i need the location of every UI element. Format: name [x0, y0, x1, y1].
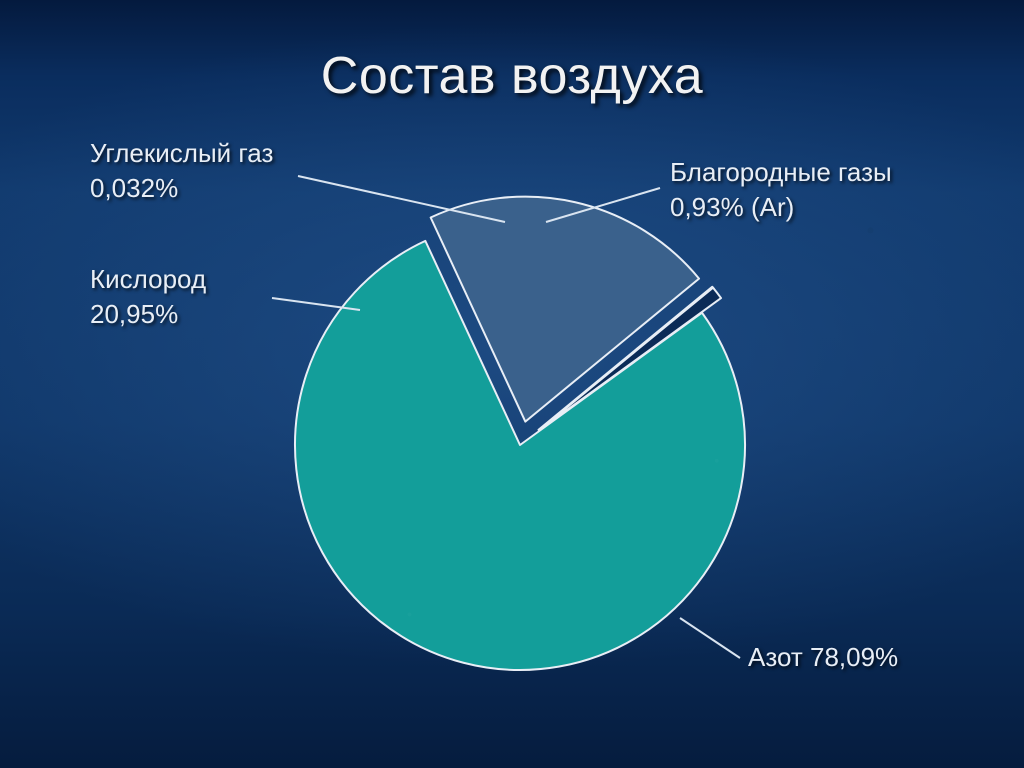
label-value: 20,95% — [90, 299, 178, 329]
leader-carbon_dioxide — [298, 176, 505, 222]
label-value: 0,93% (Ar) — [670, 192, 794, 222]
slide-title: Состав воздуха — [0, 46, 1024, 106]
leader-nitrogen — [680, 618, 740, 658]
label-text: Углекислый газ — [90, 138, 273, 168]
label-text: Благородные газы — [670, 157, 892, 187]
label-nitrogen: Азот 78,09% — [748, 640, 898, 675]
slide: Состав воздуха Углекислый газ 0,032% Бла… — [0, 0, 1024, 768]
label-noble-gases: Благородные газы 0,93% (Ar) — [670, 155, 892, 225]
label-carbon-dioxide: Углекислый газ 0,032% — [90, 136, 273, 206]
label-text: Кислород — [90, 264, 206, 294]
label-oxygen: Кислород 20,95% — [90, 262, 206, 332]
label-text: Азот 78,09% — [748, 642, 898, 672]
label-value: 0,032% — [90, 173, 178, 203]
pie-slices — [295, 197, 745, 670]
